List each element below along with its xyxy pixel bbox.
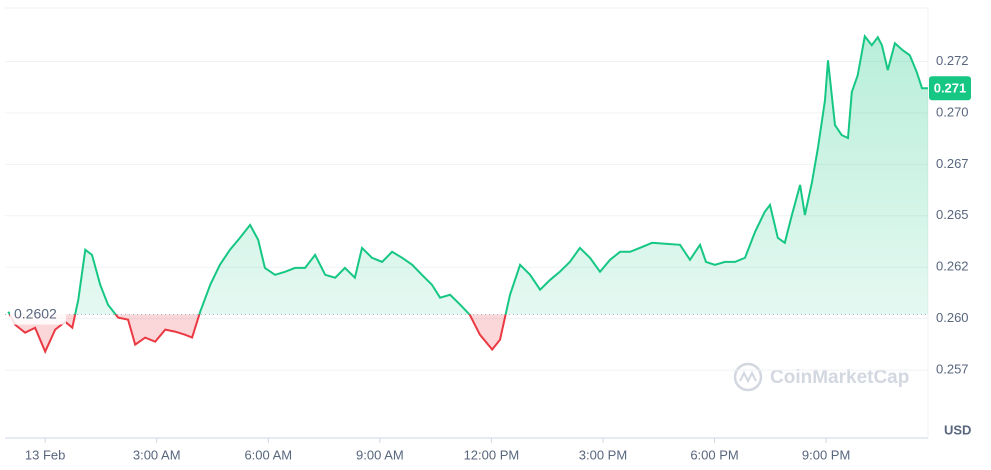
current-price-label: 0.271	[934, 81, 967, 96]
watermark-text: CoinMarketCap	[770, 367, 909, 388]
x-tick-label: 12:00 PM	[464, 447, 520, 462]
area-above	[8, 36, 928, 315]
current-price-tag	[929, 76, 971, 101]
x-tick-label: 9:00 PM	[802, 447, 850, 462]
watermark: CoinMarketCap	[733, 362, 909, 392]
x-tick-label: 3:00 AM	[133, 447, 181, 462]
x-tick-label: 3:00 PM	[579, 447, 627, 462]
y-tick-label: 0.267	[936, 156, 969, 171]
y-unit: USD	[944, 422, 971, 437]
y-tick-label: 0.260	[936, 310, 969, 325]
y-tick-label: 0.270	[936, 104, 969, 119]
x-tick-label: 9:00 AM	[356, 447, 404, 462]
area-below	[9, 314, 506, 352]
baseline-label-bg	[10, 304, 66, 325]
price-line	[7, 33, 928, 315]
y-tick-label: 0.265	[936, 207, 969, 222]
x-tick-label: 13 Feb	[25, 447, 65, 462]
baseline-label: 0.2602	[14, 305, 57, 321]
x-tick-label: 6:00 PM	[690, 447, 738, 462]
y-tick-label: 0.257	[936, 362, 969, 377]
y-tick-label: 0.272	[936, 53, 969, 68]
x-tick-label: 6:00 AM	[244, 447, 292, 462]
price-line-below	[8, 314, 507, 355]
y-tick-label: 0.262	[936, 259, 969, 274]
